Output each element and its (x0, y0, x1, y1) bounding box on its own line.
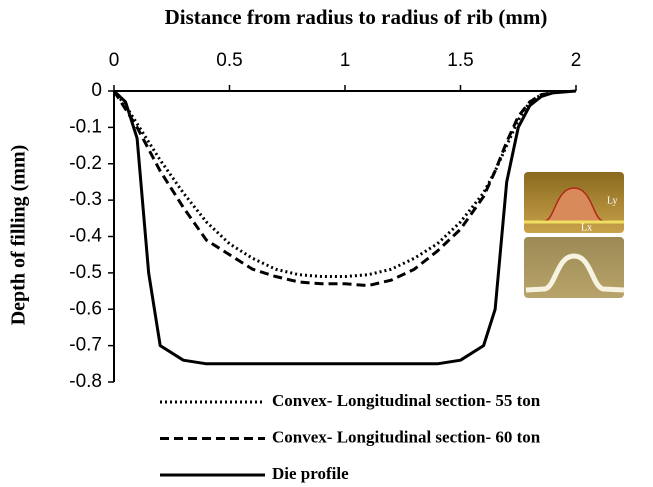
y-tick-label: -0.8 (69, 371, 102, 392)
legend-label: Convex- Longitudinal section- 60 ton (272, 427, 541, 446)
y-axis-label: Depth of filling (mm) (8, 145, 30, 326)
chart-title: Distance from radius to radius of rib (m… (165, 5, 548, 29)
y-tick-label: -0.3 (69, 189, 102, 210)
y-tick-label: -0.6 (69, 298, 102, 319)
x-tick-label: 1.5 (447, 50, 473, 71)
y-tick-label: -0.2 (69, 153, 102, 174)
x-tick-label: 1 (340, 50, 351, 71)
x-tick-label: 0 (109, 50, 120, 71)
legend-label: Die profile (272, 464, 349, 483)
legend-label: Convex- Longitudinal section- 55 ton (272, 391, 541, 410)
inset-profile (525, 253, 625, 293)
series-line (112, 90, 554, 279)
x-tick-label: 0.5 (216, 50, 242, 71)
y-tick-label: -0.4 (69, 226, 102, 247)
y-tick-label: 0 (91, 80, 102, 101)
series-line (112, 90, 554, 288)
series-line (112, 89, 577, 366)
y-tick-label: -0.5 (69, 262, 102, 283)
inset: Ly Lx (524, 172, 625, 298)
y-tick-label: -0.7 (69, 335, 102, 356)
inset-profile (525, 187, 625, 223)
x-tick-label: 2 (571, 50, 582, 71)
y-tick-label: -0.1 (69, 116, 102, 137)
inset-label: Lx (581, 222, 592, 233)
inset-label: Ly (607, 195, 618, 206)
